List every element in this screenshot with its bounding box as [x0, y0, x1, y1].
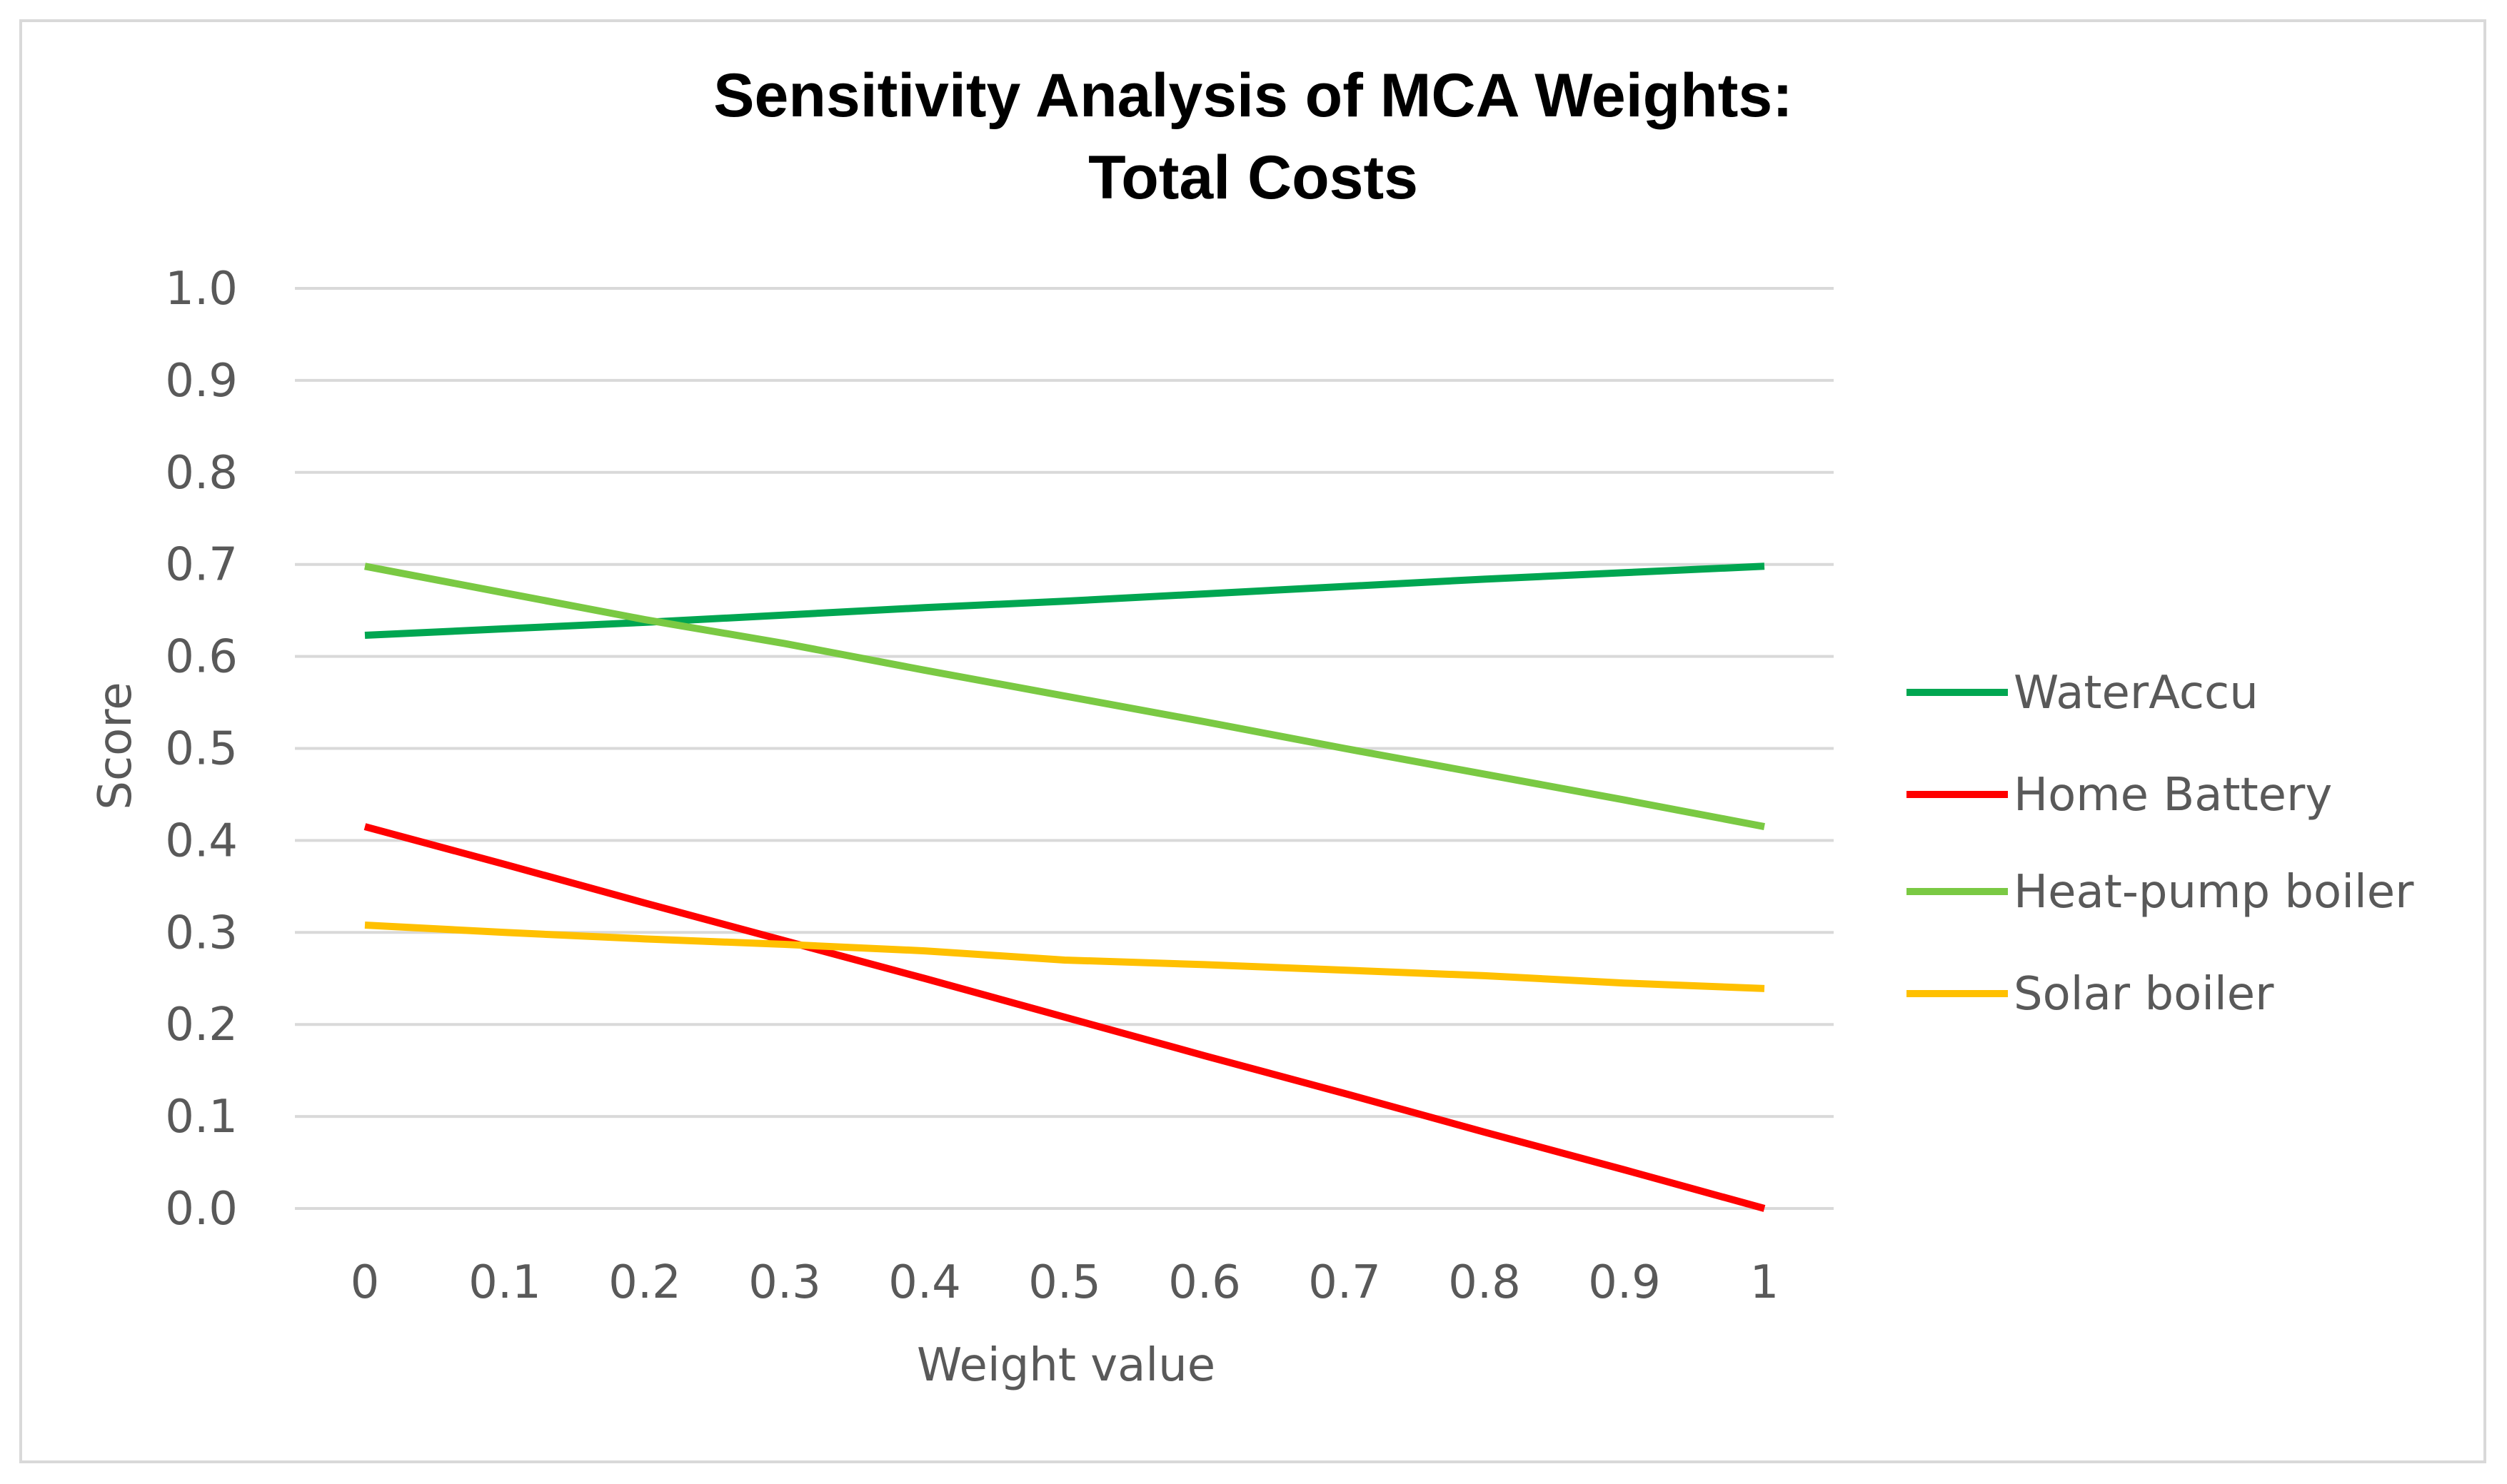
x-tick-label: 0.5: [1028, 1256, 1101, 1309]
y-tick-label: 0.6: [165, 631, 238, 684]
y-tick-label: 0.7: [165, 539, 238, 592]
chart-frame: [19, 19, 2486, 1463]
y-tick-label: 0.4: [165, 814, 238, 867]
y-axis-label: Score: [89, 682, 142, 809]
series-line-home-battery: [363, 823, 1766, 1212]
y-tick-label: 0.1: [165, 1091, 238, 1144]
x-tick-label: 0.8: [1448, 1256, 1521, 1309]
series-lines: [363, 562, 1766, 1212]
y-tick-label: 1.0: [165, 263, 238, 316]
y-tick-label: 0.5: [165, 723, 238, 776]
legend-label: Heat-pump boiler: [2014, 866, 2414, 919]
x-axis-label: Weight value: [917, 1339, 1215, 1392]
series-line-wateraccu: [364, 562, 1765, 639]
x-tick-label: 0.3: [748, 1256, 821, 1309]
legend-label: Home Battery: [2014, 769, 2332, 822]
chart-title-line-2: Total Costs: [1088, 143, 1418, 212]
x-tick-label: 0.9: [1588, 1256, 1661, 1309]
x-tick-label: 0: [351, 1256, 380, 1309]
series-line-solar-boiler: [364, 921, 1765, 992]
x-tick-label: 0.6: [1168, 1256, 1241, 1309]
x-tick-label: 0.2: [608, 1256, 681, 1309]
series-line-heat-pump-boiler: [364, 562, 1765, 830]
x-tick-label: 1: [1750, 1256, 1779, 1309]
legend: WaterAccu Home Battery Heat-pump boiler Sol…: [1906, 667, 2414, 1021]
gridlines: [295, 287, 1834, 1210]
y-tick-label: 0.0: [165, 1183, 238, 1236]
x-axis-ticks: 0 0.1 0.2 0.3 0.4 0.5 0.6 0.7 0.8 0.9 1: [351, 1256, 1779, 1309]
y-tick-label: 0.2: [165, 999, 238, 1051]
x-tick-label: 0.4: [888, 1256, 961, 1309]
x-tick-label: 0.1: [468, 1256, 541, 1309]
y-tick-label: 0.8: [165, 447, 238, 500]
legend-label: Solar boiler: [2014, 968, 2274, 1021]
y-tick-label: 0.3: [165, 907, 238, 959]
x-tick-label: 0.7: [1308, 1256, 1381, 1309]
y-tick-label: 0.9: [165, 355, 238, 408]
y-axis-ticks: 0.0 0.1 0.2 0.3 0.4 0.5 0.6 0.7 0.8 0.9 1.0: [165, 263, 238, 1236]
legend-label: WaterAccu: [2014, 667, 2259, 720]
chart-title-line-1: Sensitivity Analysis of MCA Weights:: [713, 61, 1793, 130]
